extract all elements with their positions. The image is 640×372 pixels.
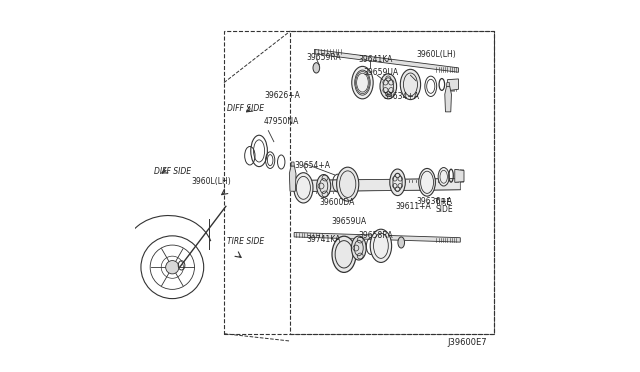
Polygon shape <box>294 179 460 192</box>
Ellipse shape <box>419 169 435 196</box>
Ellipse shape <box>352 66 373 99</box>
Text: TIRE: TIRE <box>435 198 452 207</box>
Ellipse shape <box>398 237 404 248</box>
Polygon shape <box>445 87 451 112</box>
Text: SIDE: SIDE <box>435 205 453 214</box>
Circle shape <box>166 260 179 274</box>
Text: TIRE SIDE: TIRE SIDE <box>227 237 264 246</box>
Text: 3960L(LH): 3960L(LH) <box>191 177 231 186</box>
Ellipse shape <box>390 169 405 196</box>
Ellipse shape <box>380 74 397 99</box>
Ellipse shape <box>351 236 366 260</box>
Polygon shape <box>447 79 458 91</box>
Ellipse shape <box>400 69 420 100</box>
Polygon shape <box>447 83 450 87</box>
Text: 39659UA: 39659UA <box>364 68 399 77</box>
Ellipse shape <box>332 236 356 272</box>
Text: 39636+A: 39636+A <box>417 197 452 206</box>
Text: 39659UA: 39659UA <box>331 217 366 226</box>
Polygon shape <box>289 166 296 191</box>
Text: 39641KA: 39641KA <box>358 55 392 64</box>
Ellipse shape <box>438 167 449 186</box>
Ellipse shape <box>370 229 392 262</box>
Ellipse shape <box>337 167 359 201</box>
Text: 39600DA: 39600DA <box>319 199 355 208</box>
Text: 39654+A: 39654+A <box>295 161 331 170</box>
Polygon shape <box>294 232 460 242</box>
Text: 47950NA: 47950NA <box>264 116 300 125</box>
Text: DIFF SIDE: DIFF SIDE <box>154 167 191 176</box>
Ellipse shape <box>294 173 313 203</box>
Text: 39658RA: 39658RA <box>359 231 394 240</box>
Polygon shape <box>314 49 458 72</box>
Text: 39611+A: 39611+A <box>396 202 431 211</box>
Ellipse shape <box>317 174 331 198</box>
Text: 39634+A: 39634+A <box>383 92 419 101</box>
Text: DIFF SIDE: DIFF SIDE <box>227 104 264 113</box>
Text: 39659RA: 39659RA <box>307 53 341 62</box>
Ellipse shape <box>313 62 319 73</box>
Polygon shape <box>291 162 294 166</box>
Text: 39626+A: 39626+A <box>264 91 301 100</box>
Polygon shape <box>455 169 464 182</box>
Text: J39600E7: J39600E7 <box>447 339 487 347</box>
Text: 3960L(LH): 3960L(LH) <box>417 51 456 60</box>
Text: 39741KA: 39741KA <box>306 235 340 244</box>
